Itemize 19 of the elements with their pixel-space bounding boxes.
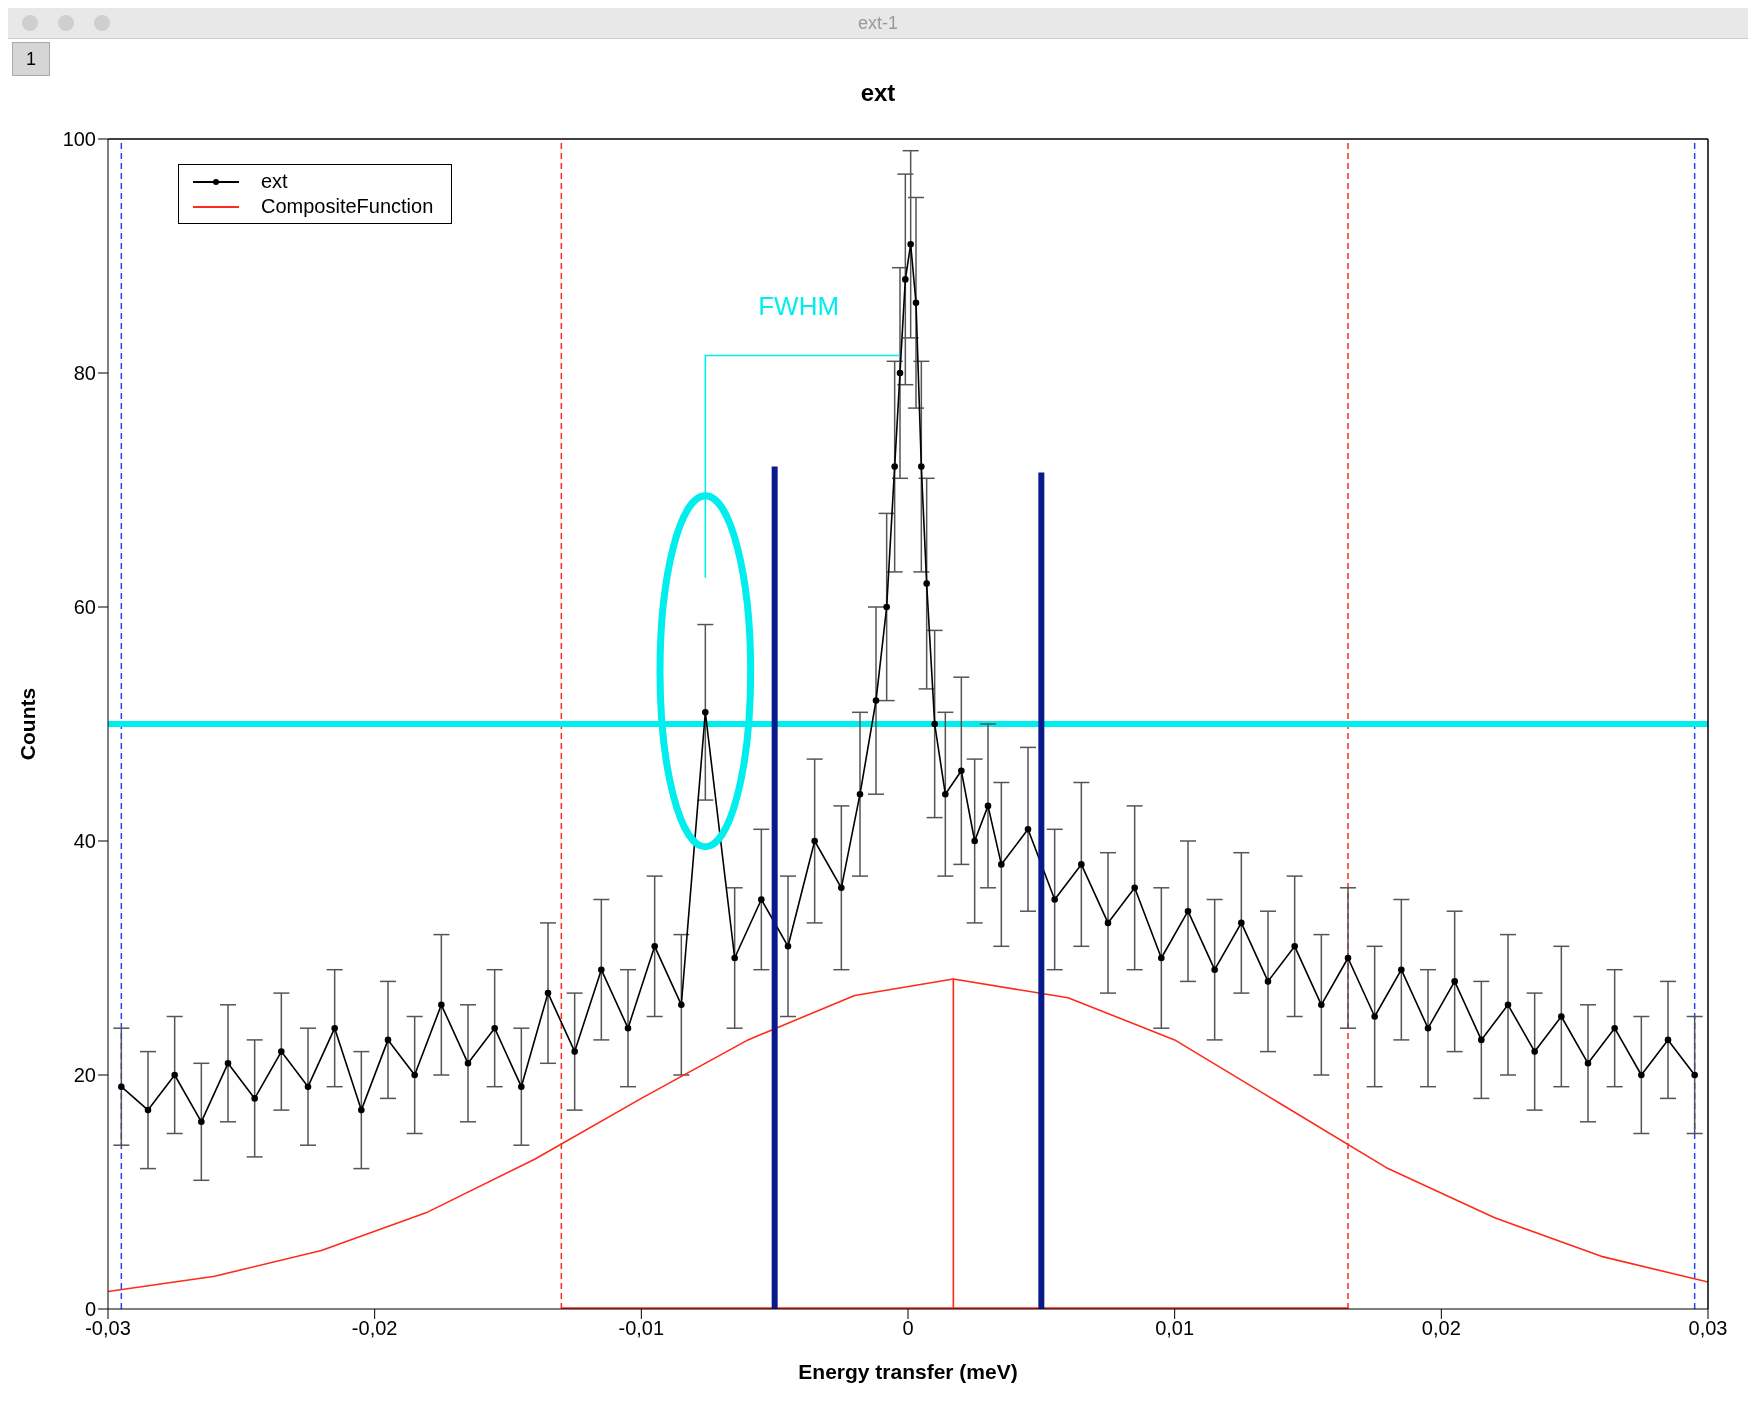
- y-tick-label: 80: [73, 362, 96, 385]
- x-tick-label: 0: [902, 1317, 914, 1340]
- x-tick-label: -0,02: [351, 1317, 398, 1340]
- y-axis-title: Counts: [16, 687, 40, 761]
- y-tick-label: 40: [73, 830, 96, 853]
- text: ext-1: [857, 12, 899, 34]
- y-tick-label: 60: [73, 596, 96, 619]
- y-tick-label: 20: [73, 1064, 96, 1087]
- x-tick-label: 0,03: [1688, 1317, 1728, 1340]
- annotation: FWHM: [758, 290, 840, 321]
- text: 1: [12, 42, 50, 76]
- legend-label: ext: [261, 169, 288, 194]
- x-tick-label: -0,01: [618, 1317, 665, 1340]
- x-tick-label: 0,01: [1155, 1317, 1195, 1340]
- x-tick-label: 0,02: [1421, 1317, 1461, 1340]
- legend-label: CompositeFunction: [261, 194, 434, 219]
- x-axis-title: Energy transfer (meV): [798, 1360, 1018, 1383]
- chart-title: ext: [860, 79, 896, 106]
- y-tick-label: 100: [62, 128, 96, 151]
